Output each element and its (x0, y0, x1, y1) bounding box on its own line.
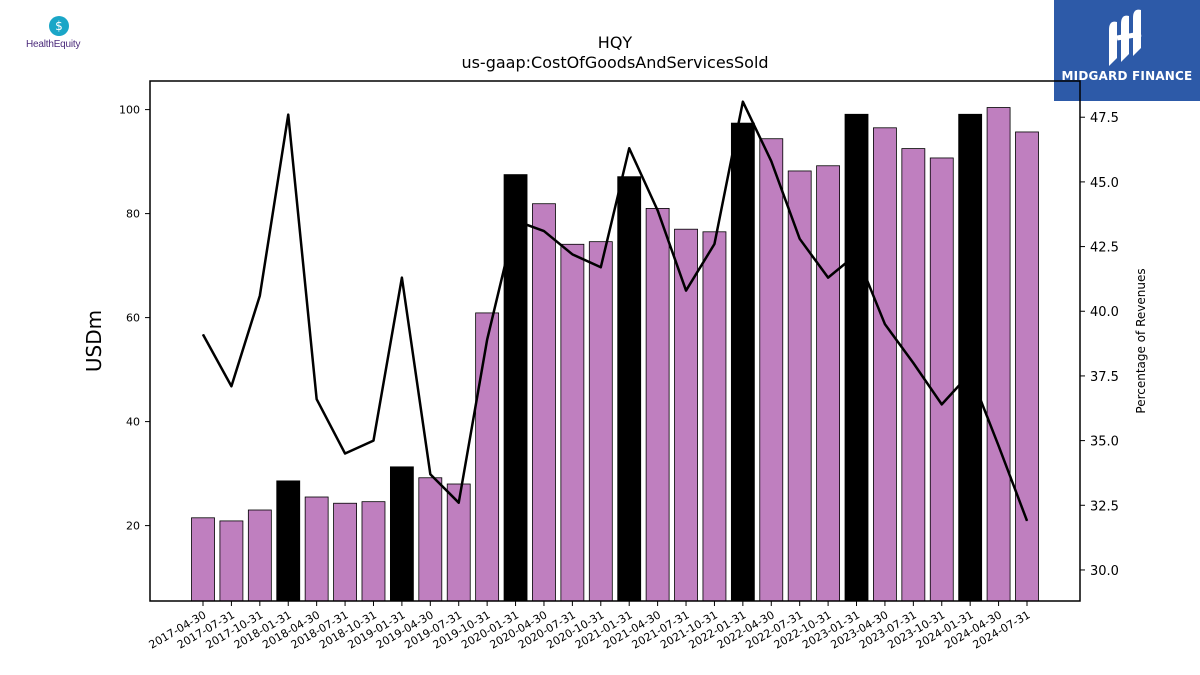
bar-2017-04-30 (191, 517, 215, 602)
bar-2024-07-31 (1015, 131, 1039, 602)
healthequity-wordmark: HealthEquity (26, 39, 81, 50)
line-point-2019-10-31 (486, 339, 488, 341)
bar-2018-07-31 (333, 502, 357, 602)
y2-tick-label: 30.0 (1090, 564, 1119, 579)
right-axis-ticks: 30.0 32.5 35.0 37.5 40.0 42.5 45.0 47.5 (1080, 111, 1119, 579)
bar-2021-01-31 (617, 176, 642, 602)
line-point-2019-04-30 (429, 473, 431, 475)
line-point-2018-04-30 (316, 398, 318, 400)
y-tick-label: 40 (126, 416, 140, 429)
bar-2021-04-30 (645, 207, 670, 602)
y2-tick-label: 47.5 (1090, 111, 1119, 126)
line-point-2021-07-31 (685, 290, 687, 292)
bar-2021-10-31 (702, 231, 727, 602)
bar-2024-01-31 (958, 113, 983, 602)
line-point-2024-07-31 (1026, 520, 1028, 522)
line-point-2024-01-31 (969, 372, 971, 374)
bar-2022-01-31 (730, 122, 755, 602)
midgard-mark-icon (1109, 9, 1142, 66)
y2-tick-label: 35.0 (1090, 435, 1119, 450)
bar-2018-10-31 (361, 501, 386, 602)
bar-2020-07-31 (560, 243, 585, 602)
line-point-2019-07-31 (458, 502, 460, 504)
line-point-2022-10-31 (827, 277, 829, 279)
y-axis-label: USDm (82, 310, 106, 372)
bar-2020-10-31 (588, 241, 613, 602)
y-tick-label: 80 (126, 208, 140, 221)
left-axis-ticks: 20 40 60 80 100 (119, 104, 150, 533)
line-point-2021-01-31 (628, 147, 630, 149)
bar-2019-04-30 (418, 477, 443, 602)
midgard-finance-logo: MIDGARD FINANCE (1054, 0, 1200, 101)
line-point-2021-04-30 (657, 209, 659, 211)
line-point-2020-04-30 (543, 230, 545, 232)
y-tick-label: 100 (119, 104, 140, 117)
bar-2019-01-31 (389, 466, 414, 602)
bar-2019-10-31 (475, 312, 500, 602)
bar-2020-01-31 (503, 174, 528, 602)
y-tick-label: 60 (126, 312, 140, 325)
y2-tick-label: 42.5 (1090, 241, 1119, 256)
line-point-2017-04-30 (202, 334, 204, 336)
bar-2022-04-30 (759, 138, 784, 602)
x-axis-ticks: 2017-04-302017-07-312017-10-312018-01-31… (147, 601, 1033, 652)
line-point-2017-07-31 (230, 385, 232, 387)
bar-2018-01-31 (276, 480, 301, 602)
line-point-2019-01-31 (401, 277, 403, 279)
line-point-2024-04-30 (998, 445, 1000, 447)
y2-tick-label: 37.5 (1090, 370, 1119, 385)
line-point-2022-01-31 (742, 101, 744, 103)
bar-2023-01-31 (844, 113, 869, 602)
line-point-2020-01-31 (515, 220, 517, 222)
healthequity-logo: $ HealthEquity (22, 14, 102, 54)
y2-tick-label: 32.5 (1090, 499, 1119, 514)
line-point-2020-07-31 (571, 253, 573, 255)
chart-title: HQY (598, 33, 633, 52)
line-point-2018-10-31 (372, 440, 374, 442)
line-point-2023-01-31 (856, 253, 858, 255)
bar-series (191, 107, 1039, 602)
y2-tick-label: 40.0 (1090, 305, 1119, 320)
bar-2024-04-30 (986, 107, 1011, 602)
line-point-2023-04-30 (884, 323, 886, 325)
bar-2023-04-30 (873, 127, 897, 602)
line-point-2018-01-31 (287, 114, 289, 116)
dollar-drop-icon: $ (49, 16, 69, 36)
bar-2022-10-31 (816, 165, 841, 602)
midgard-finance-wordmark: MIDGARD FINANCE (1061, 69, 1193, 83)
healthequity-wordmark-text: HealthEquity (26, 39, 81, 50)
bar-2020-04-30 (532, 203, 556, 602)
plot-frame (149, 80, 1081, 602)
bar-2023-10-31 (929, 157, 954, 602)
bar-2021-07-31 (674, 228, 698, 602)
y-tick-label: 20 (126, 520, 140, 533)
percentage-line-series (201, 100, 1029, 522)
line-point-2022-07-31 (799, 238, 801, 240)
y2-axis-label: Percentage of Revenues (1134, 268, 1148, 413)
line-point-2022-04-30 (770, 160, 772, 162)
bar-2017-10-31 (247, 509, 272, 602)
line-point-2021-10-31 (713, 243, 715, 245)
percentage-line (201, 100, 1029, 522)
line-point-2023-07-31 (912, 362, 914, 364)
bar-2018-04-30 (304, 496, 329, 602)
line-point-2017-10-31 (259, 295, 261, 297)
y2-tick-label: 45.0 (1090, 176, 1119, 191)
line-point-2018-07-31 (344, 453, 346, 455)
chart-subtitle: us-gaap:CostOfGoodsAndServicesSold (461, 53, 768, 72)
line-point-2023-10-31 (941, 403, 943, 405)
bar-2017-07-31 (219, 520, 244, 602)
line-point-2020-10-31 (600, 266, 602, 268)
